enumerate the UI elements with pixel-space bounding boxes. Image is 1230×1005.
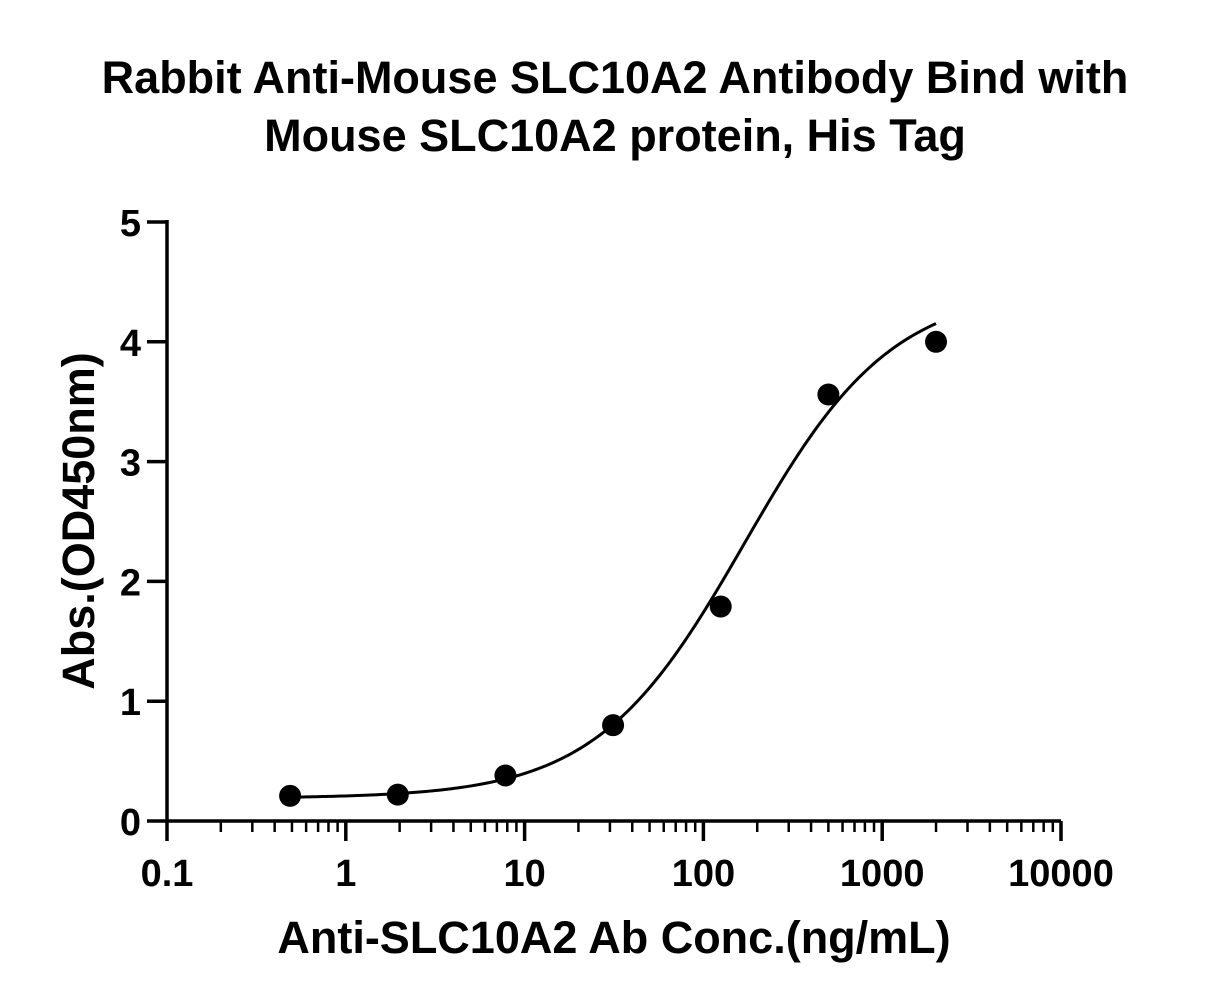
x-tick-label: 1 (335, 853, 356, 895)
data-point (709, 595, 732, 618)
x-tick-label: 10000 (1008, 853, 1114, 895)
y-tick-label: 0 (120, 802, 141, 844)
y-tick-label: 1 (120, 682, 141, 724)
data-point (494, 764, 517, 787)
x-tick-label: 1000 (840, 853, 925, 895)
data-point (602, 714, 625, 737)
x-axis-label: Anti-SLC10A2 Ab Conc.(ng/mL) (277, 912, 950, 963)
data-point (279, 784, 302, 807)
data-point (817, 383, 840, 406)
x-tick-label: 100 (672, 853, 735, 895)
data-point (925, 330, 948, 353)
chart-title-line-1: Rabbit Anti-Mouse SLC10A2 Antibody Bind … (101, 52, 1129, 103)
y-tick-label: 5 (120, 203, 141, 245)
chart-title-line-2: Mouse SLC10A2 protein, His Tag (264, 110, 966, 161)
x-tick-label: 10 (503, 853, 545, 895)
y-axis-label: Abs.(OD450nm) (53, 352, 104, 690)
x-tick-label: 0.1 (141, 853, 194, 895)
y-tick-label: 2 (120, 562, 141, 604)
y-tick-label: 3 (120, 443, 141, 485)
data-point (386, 783, 409, 806)
y-tick-label: 4 (120, 323, 141, 365)
